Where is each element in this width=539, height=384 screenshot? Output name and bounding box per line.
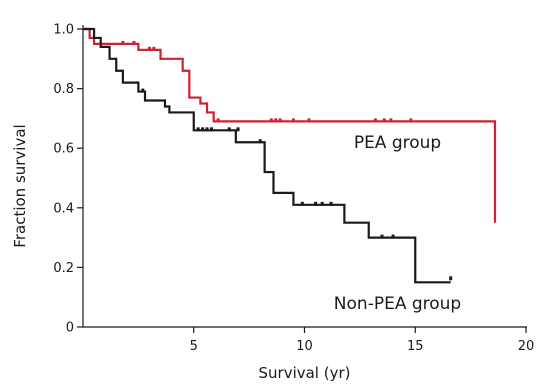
censor-mark	[382, 118, 386, 123]
censor-mark	[209, 127, 213, 132]
censor-mark	[236, 127, 240, 132]
censor-mark	[141, 88, 145, 93]
censor-mark	[380, 234, 384, 239]
y-tick-label: 1.0	[53, 23, 74, 38]
censor-mark	[274, 118, 278, 123]
censor-mark	[449, 276, 453, 281]
censor-mark	[147, 46, 151, 51]
plot-area: 0 0.2 0.4 0.6 0.8 1.0 5 10 15 20 PEA group Non-PE…	[53, 23, 534, 355]
series-label: Non-PEA group	[334, 294, 461, 314]
y-tick-label: 0.8	[53, 82, 74, 97]
censor-mark	[314, 201, 318, 206]
censor-mark	[409, 118, 413, 123]
annotation-layer: PEA group Non-PEA group	[334, 133, 461, 314]
censor-mark	[307, 118, 311, 123]
censor-mark	[300, 201, 304, 206]
series-label: PEA group	[354, 133, 441, 153]
censor-mark	[201, 127, 205, 132]
censor-mark	[205, 127, 209, 132]
y-tick-label: 0.2	[53, 261, 74, 276]
y-axis-title: Fraction survival	[11, 124, 29, 247]
y-axis-ticks: 0 0.2 0.4 0.6 0.8 1.0	[53, 23, 83, 336]
series-0	[83, 27, 497, 223]
series-1	[83, 27, 453, 284]
censor-mark	[291, 118, 295, 123]
x-axis-title: Survival (yr)	[259, 364, 351, 382]
y-tick-label: 0.4	[53, 201, 74, 216]
censor-mark	[227, 127, 231, 132]
x-axis-ticks: 5 10 15 20	[190, 327, 535, 354]
censor-mark	[121, 40, 125, 45]
censor-mark	[152, 46, 156, 51]
series-layer	[83, 27, 497, 284]
censor-mark	[269, 118, 273, 123]
x-tick-label: 20	[518, 339, 535, 354]
censor-mark	[278, 118, 282, 123]
censor-mark	[329, 201, 333, 206]
survival-curve-1	[83, 27, 451, 284]
censor-mark	[373, 118, 377, 123]
x-tick-label: 15	[407, 339, 424, 354]
censor-mark	[216, 118, 220, 123]
censor-mark	[196, 127, 200, 132]
survival-curve-0	[83, 27, 497, 223]
censor-mark	[320, 201, 324, 206]
x-tick-label: 10	[296, 339, 313, 354]
y-tick-label: 0	[66, 321, 74, 336]
censor-mark	[389, 118, 393, 123]
censor-mark	[391, 234, 395, 239]
censor-mark	[258, 139, 262, 144]
x-tick-label: 5	[190, 339, 198, 354]
censor-mark	[132, 40, 136, 45]
y-tick-label: 0.6	[53, 142, 74, 157]
